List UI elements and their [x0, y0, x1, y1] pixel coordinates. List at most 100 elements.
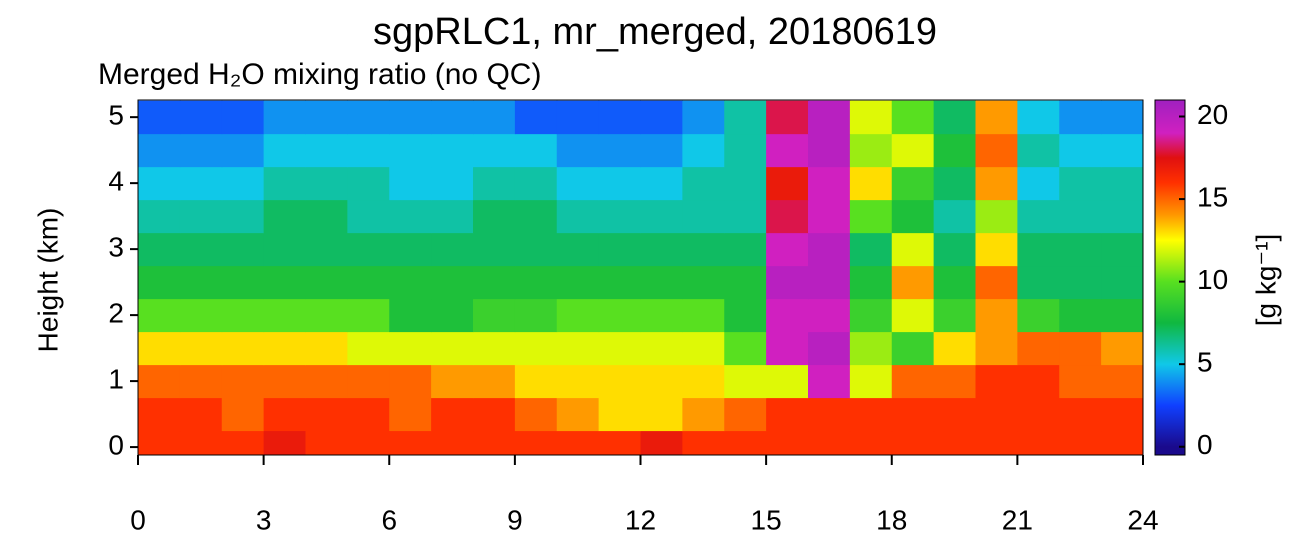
heatmap-cell [515, 233, 557, 266]
heatmap-cell [1017, 167, 1059, 200]
heatmap-cell [431, 101, 473, 134]
heatmap-cell [473, 233, 515, 266]
colorbar-tick-label: 10 [1197, 264, 1228, 295]
heatmap-cell [1017, 233, 1059, 266]
heatmap-cell [766, 134, 808, 167]
heatmap-cell [389, 365, 431, 398]
heatmap-cell [934, 431, 976, 464]
heatmap-cell [1101, 365, 1143, 398]
heatmap-cell [473, 101, 515, 134]
heatmap-cell [682, 431, 724, 464]
heatmap-cell [264, 431, 306, 464]
x-tick-label: 3 [256, 504, 272, 535]
heatmap-cell [515, 299, 557, 332]
heatmap-cell [1101, 134, 1143, 167]
heatmap-cell [264, 134, 306, 167]
colorbar-tick-label: 20 [1197, 99, 1228, 130]
heatmap-cell [180, 167, 222, 200]
heatmap-cell [515, 101, 557, 134]
heatmap-cell [1017, 431, 1059, 464]
heatmap-cell [934, 200, 976, 233]
heatmap-cell [808, 266, 850, 299]
heatmap-cell [641, 365, 683, 398]
heatmap-cell [892, 167, 934, 200]
x-tick-label: 24 [1127, 504, 1158, 535]
heatmap-cell [306, 431, 348, 464]
heatmap-cell [264, 266, 306, 299]
heatmap-cell [222, 266, 264, 299]
heatmap-cell [641, 299, 683, 332]
x-tick-label: 21 [1002, 504, 1033, 535]
heatmap-cell [264, 233, 306, 266]
heatmap-cell [222, 398, 264, 431]
heatmap-cell [724, 101, 766, 134]
colorbar [1155, 100, 1185, 455]
heatmap-cell [892, 365, 934, 398]
heatmap-cell [222, 431, 264, 464]
heatmap-cell [473, 365, 515, 398]
heatmap-cell [766, 200, 808, 233]
heatmap-cell [1059, 299, 1101, 332]
heatmap-cell [138, 365, 180, 398]
heatmap-cell [557, 398, 599, 431]
heatmap-cell [1017, 200, 1059, 233]
heatmap-cell [180, 134, 222, 167]
heatmap-cell [264, 332, 306, 365]
heatmap-cell [138, 233, 180, 266]
heatmap-cell [264, 101, 306, 134]
heatmap-cell [347, 365, 389, 398]
y-tick-label: 0 [108, 429, 124, 460]
heatmap-cell [599, 167, 641, 200]
heatmap-cell [389, 398, 431, 431]
heatmap-cell [347, 299, 389, 332]
heatmap-cell [222, 200, 264, 233]
heatmap-cell [892, 200, 934, 233]
heatmap-cell [515, 200, 557, 233]
heatmap-cell [180, 431, 222, 464]
heatmap-cell [138, 431, 180, 464]
x-tick-label: 9 [507, 504, 523, 535]
heatmap-cell [264, 200, 306, 233]
heatmap-cell [682, 167, 724, 200]
heatmap-cell [641, 167, 683, 200]
heatmap-cell [347, 431, 389, 464]
heatmap-cell [976, 200, 1018, 233]
heatmap-cell [850, 134, 892, 167]
heatmap-cell [641, 332, 683, 365]
heatmap-cell [892, 332, 934, 365]
heatmap-cell [1017, 101, 1059, 134]
heatmap-cell [473, 200, 515, 233]
heatmap-cell [347, 134, 389, 167]
heatmap-cell [808, 167, 850, 200]
heatmap-cell [138, 332, 180, 365]
heatmap-cell [766, 299, 808, 332]
heatmap-cell [306, 101, 348, 134]
heatmap-cell [641, 101, 683, 134]
heatmap-cell [724, 233, 766, 266]
heatmap-cell [1059, 431, 1101, 464]
heatmap-cell [1101, 398, 1143, 431]
heatmap-cell [808, 431, 850, 464]
heatmap-cell [431, 233, 473, 266]
x-tick-label: 18 [876, 504, 907, 535]
heatmap-cell [724, 266, 766, 299]
colorbar-tick-label: 0 [1197, 429, 1213, 460]
heatmap-cell [808, 299, 850, 332]
heatmap-cell [1101, 200, 1143, 233]
heatmap-cell [389, 431, 431, 464]
heatmap-cell [1017, 365, 1059, 398]
heatmap-cell [431, 266, 473, 299]
heatmap-cell [724, 200, 766, 233]
heatmap-cell [976, 398, 1018, 431]
heatmap-cell [934, 398, 976, 431]
heatmap-cell [389, 101, 431, 134]
heatmap-cell [808, 233, 850, 266]
heatmap-cell [724, 299, 766, 332]
heatmap-cell [347, 266, 389, 299]
heatmap-cell [138, 266, 180, 299]
chart-subtitle: Merged H₂O mixing ratio (no QC) [98, 58, 541, 91]
heatmap-cell [766, 233, 808, 266]
y-tick-label: 1 [108, 363, 124, 394]
heatmap-cell [934, 332, 976, 365]
